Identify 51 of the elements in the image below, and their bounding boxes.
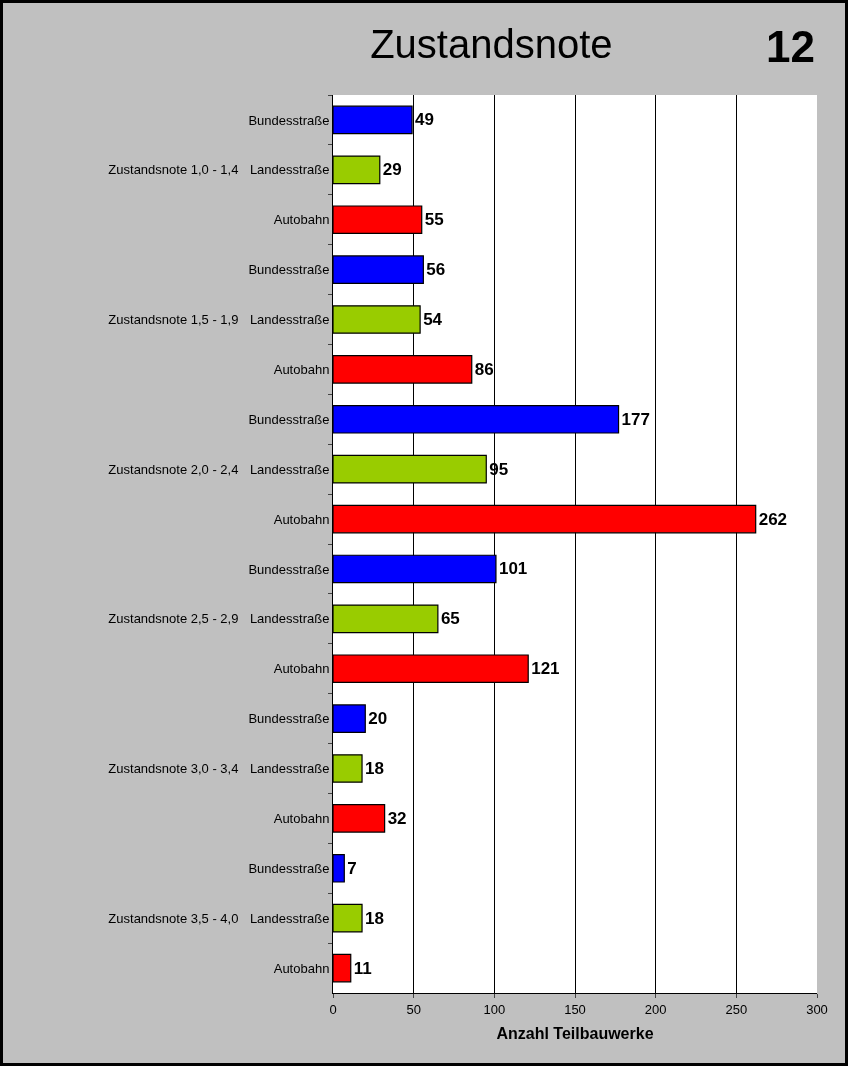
text: Landesstraße (249, 461, 330, 477)
y-tick-label: Zustandsnote 3,5 - 4,0 (108, 910, 239, 926)
y-tick-label: Zustandsnote 3,0 - 3,4 (108, 761, 239, 777)
text: Autobahn (273, 212, 330, 228)
text: Bundesstraße (248, 711, 330, 727)
x-tick-label: 150 (564, 1001, 586, 1017)
text: Bundesstraße (248, 411, 330, 427)
y-tick-label: Zustandsnote 1,5 - 1,9 (108, 312, 239, 328)
x-tick-label: 200 (644, 1001, 667, 1017)
x-tick-label: 100 (483, 1001, 506, 1017)
data-label: 32 (387, 808, 407, 828)
y-tick-label: Zustandsnote 2,0 - 2,4 (108, 461, 239, 477)
data-label: 56 (426, 260, 446, 280)
series-label: Autobahn (273, 960, 330, 976)
data-label: 55 (424, 210, 444, 230)
text: Landesstraße (249, 162, 330, 178)
text: Autobahn (273, 511, 330, 527)
data-label: 29 (382, 160, 402, 180)
x-tick-label: 0 (329, 1001, 337, 1017)
data-label: 65 (440, 609, 460, 629)
data-label: 101 (498, 559, 528, 579)
x-axis-title: Anzahl Teilbauwerke (496, 1025, 654, 1043)
x-tick-label: 250 (725, 1001, 748, 1017)
data-label: 18 (365, 908, 384, 928)
data-label: 86 (474, 359, 494, 379)
text: Autobahn (273, 661, 330, 677)
text: Bundesstraße (248, 112, 330, 128)
text: Landesstraße (249, 312, 330, 328)
series-label: Landesstraße (249, 910, 330, 926)
y-tick-label: Zustandsnote 2,5 - 2,9 (108, 611, 239, 627)
data-label: 18 (365, 759, 384, 778)
x-tick-label: 300 (806, 1001, 828, 1017)
data-label: 54 (423, 310, 443, 329)
data-label: 7 (347, 858, 357, 878)
data-label: 262 (758, 509, 788, 529)
data-label: 11 (353, 958, 372, 978)
text: Bundesstraße (248, 561, 330, 577)
data-label: 20 (368, 709, 388, 729)
y-tick-label: Zustandsnote 1,0 - 1,4 (108, 162, 239, 178)
data-label: 49 (415, 110, 434, 130)
text: Bundesstraße (248, 262, 330, 278)
data-label: 177 (621, 409, 650, 429)
text: Autobahn (273, 361, 330, 377)
text: Landesstraße (249, 611, 330, 627)
text: Landesstraße (249, 761, 330, 777)
series-label: Bundesstraße (248, 860, 330, 876)
chart-title: Zustandsnote (370, 21, 613, 66)
text: Autobahn (273, 810, 330, 826)
x-tick-label: 50 (406, 1001, 421, 1017)
data-label: 121 (531, 659, 560, 679)
text: 12 (766, 22, 815, 71)
